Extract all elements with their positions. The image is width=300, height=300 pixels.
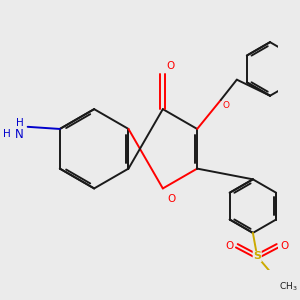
Text: N: N [15,128,23,141]
Text: S: S [253,251,261,262]
Text: O: O [223,101,230,110]
Text: H: H [3,129,10,139]
Text: O: O [167,194,176,204]
Text: O: O [225,241,234,251]
Text: H: H [16,118,23,128]
Text: O: O [281,241,289,251]
Text: O: O [166,61,174,70]
Text: CH$_3$: CH$_3$ [279,280,297,292]
